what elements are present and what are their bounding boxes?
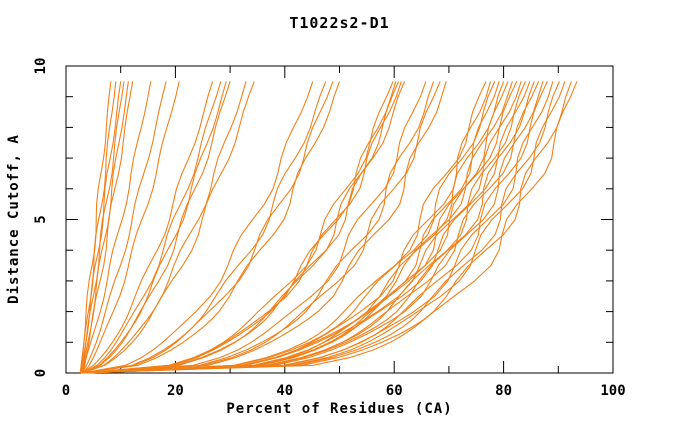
x-axis-label: Percent of Residues (CA) bbox=[226, 401, 453, 417]
y-tick-label: 0 bbox=[33, 369, 49, 377]
plot-curve bbox=[83, 81, 441, 374]
y-axis-label: Distance Cutoff, A bbox=[6, 134, 22, 304]
plot-border bbox=[65, 65, 614, 374]
plot-curve bbox=[82, 81, 566, 374]
x-tick-label: 20 bbox=[167, 383, 184, 399]
plot-curve bbox=[81, 81, 527, 374]
plot-curve bbox=[79, 81, 112, 374]
plot-curve bbox=[82, 81, 518, 374]
plot-curve bbox=[82, 81, 496, 374]
plot-curve bbox=[82, 81, 406, 374]
plot-curve bbox=[81, 81, 402, 374]
plot-curve bbox=[81, 81, 447, 374]
plot-curve bbox=[83, 81, 544, 374]
plot-curve bbox=[81, 81, 214, 374]
x-tick-label: 40 bbox=[276, 383, 293, 399]
x-tick-label: 0 bbox=[62, 383, 70, 399]
plot-curve bbox=[82, 81, 531, 374]
x-tick-label: 60 bbox=[386, 383, 403, 399]
plot-curve bbox=[83, 81, 572, 374]
plot-curve bbox=[81, 81, 129, 374]
plot-curve bbox=[81, 81, 125, 374]
x-tick-label: 80 bbox=[495, 383, 512, 399]
plot-curve bbox=[82, 81, 222, 374]
plot-curve bbox=[81, 81, 255, 374]
plot-curve bbox=[83, 81, 522, 374]
plot-curve bbox=[82, 81, 341, 374]
y-tick-label: 5 bbox=[33, 215, 49, 223]
plot-curve bbox=[82, 81, 247, 374]
x-tick-label: 100 bbox=[600, 383, 625, 399]
plot-curve bbox=[82, 81, 134, 374]
plot-curve bbox=[81, 81, 548, 374]
plot-curve bbox=[81, 81, 505, 374]
plot-curve bbox=[81, 81, 231, 374]
plot-curve bbox=[81, 81, 560, 374]
plot-curve bbox=[81, 81, 427, 374]
plot-curve bbox=[81, 81, 492, 374]
plot-curve bbox=[82, 81, 554, 374]
y-tick-label: 10 bbox=[33, 58, 49, 75]
plot-curve bbox=[81, 81, 334, 374]
plot-curve bbox=[81, 81, 394, 374]
plot-curve bbox=[82, 81, 487, 374]
plot-curve bbox=[81, 81, 578, 374]
plot-curve bbox=[80, 81, 117, 374]
plot-curve bbox=[82, 81, 435, 374]
plot-curve bbox=[83, 81, 227, 374]
plot-curve bbox=[81, 81, 513, 374]
plot-curve bbox=[83, 81, 500, 374]
chart-title: T1022s2-D1 bbox=[289, 14, 390, 32]
plot-curve bbox=[82, 81, 397, 374]
plot-curve bbox=[82, 81, 180, 374]
plot-curve bbox=[80, 81, 152, 374]
plot-curve bbox=[81, 81, 167, 374]
plot-curve bbox=[83, 81, 327, 374]
plot-curve bbox=[81, 81, 535, 374]
plot-curve bbox=[82, 81, 314, 374]
plot-curve bbox=[82, 81, 540, 374]
